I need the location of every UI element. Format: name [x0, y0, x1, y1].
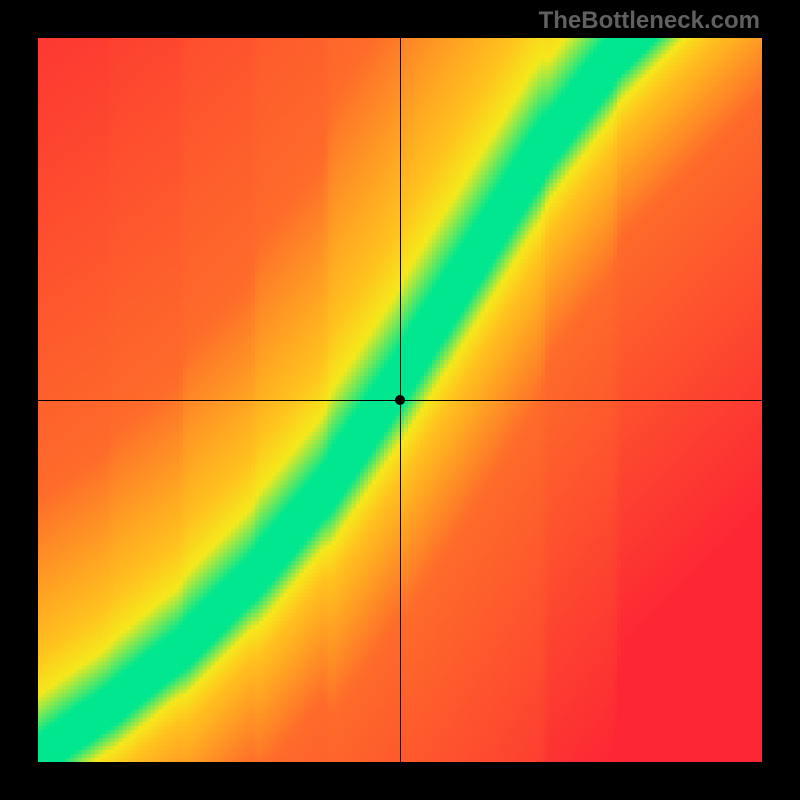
- watermark-text: TheBottleneck.com: [539, 7, 760, 35]
- bottleneck-heatmap: [38, 38, 762, 762]
